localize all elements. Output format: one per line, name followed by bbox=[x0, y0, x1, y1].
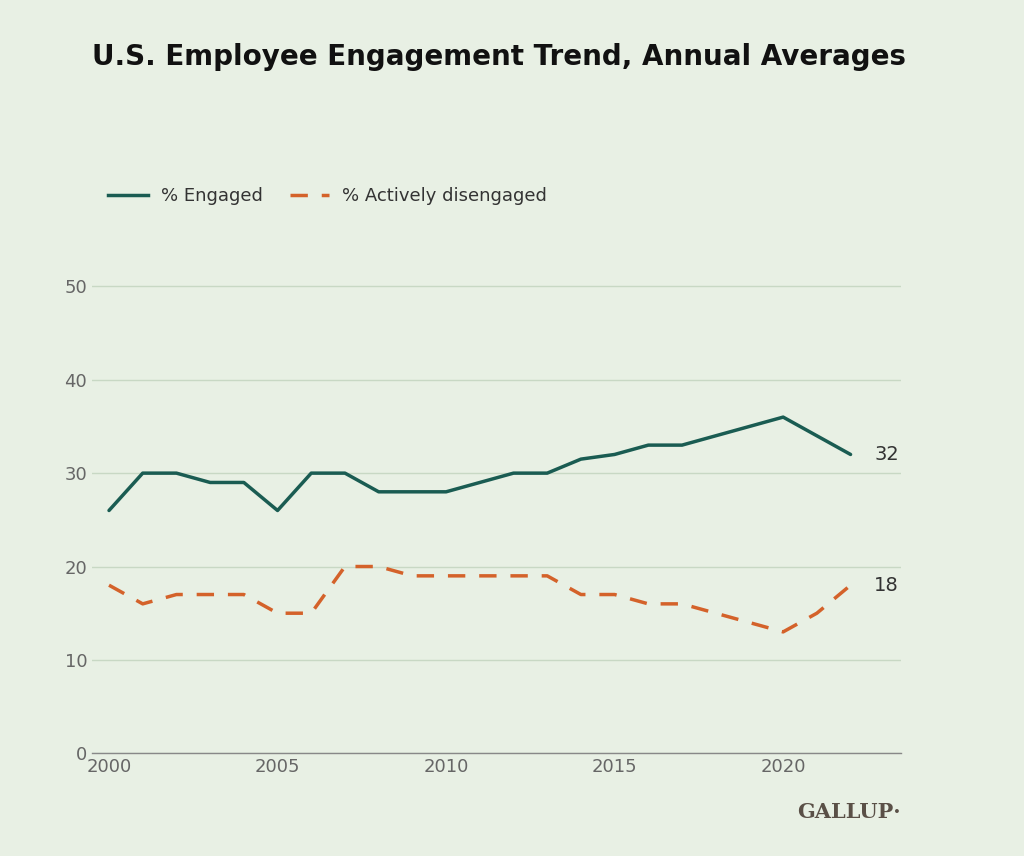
Text: 18: 18 bbox=[874, 576, 899, 595]
Text: 32: 32 bbox=[874, 445, 899, 464]
Text: GALLUP·: GALLUP· bbox=[798, 802, 901, 822]
Legend: % Engaged, % Actively disengaged: % Engaged, % Actively disengaged bbox=[101, 181, 554, 212]
Text: U.S. Employee Engagement Trend, Annual Averages: U.S. Employee Engagement Trend, Annual A… bbox=[92, 43, 906, 71]
